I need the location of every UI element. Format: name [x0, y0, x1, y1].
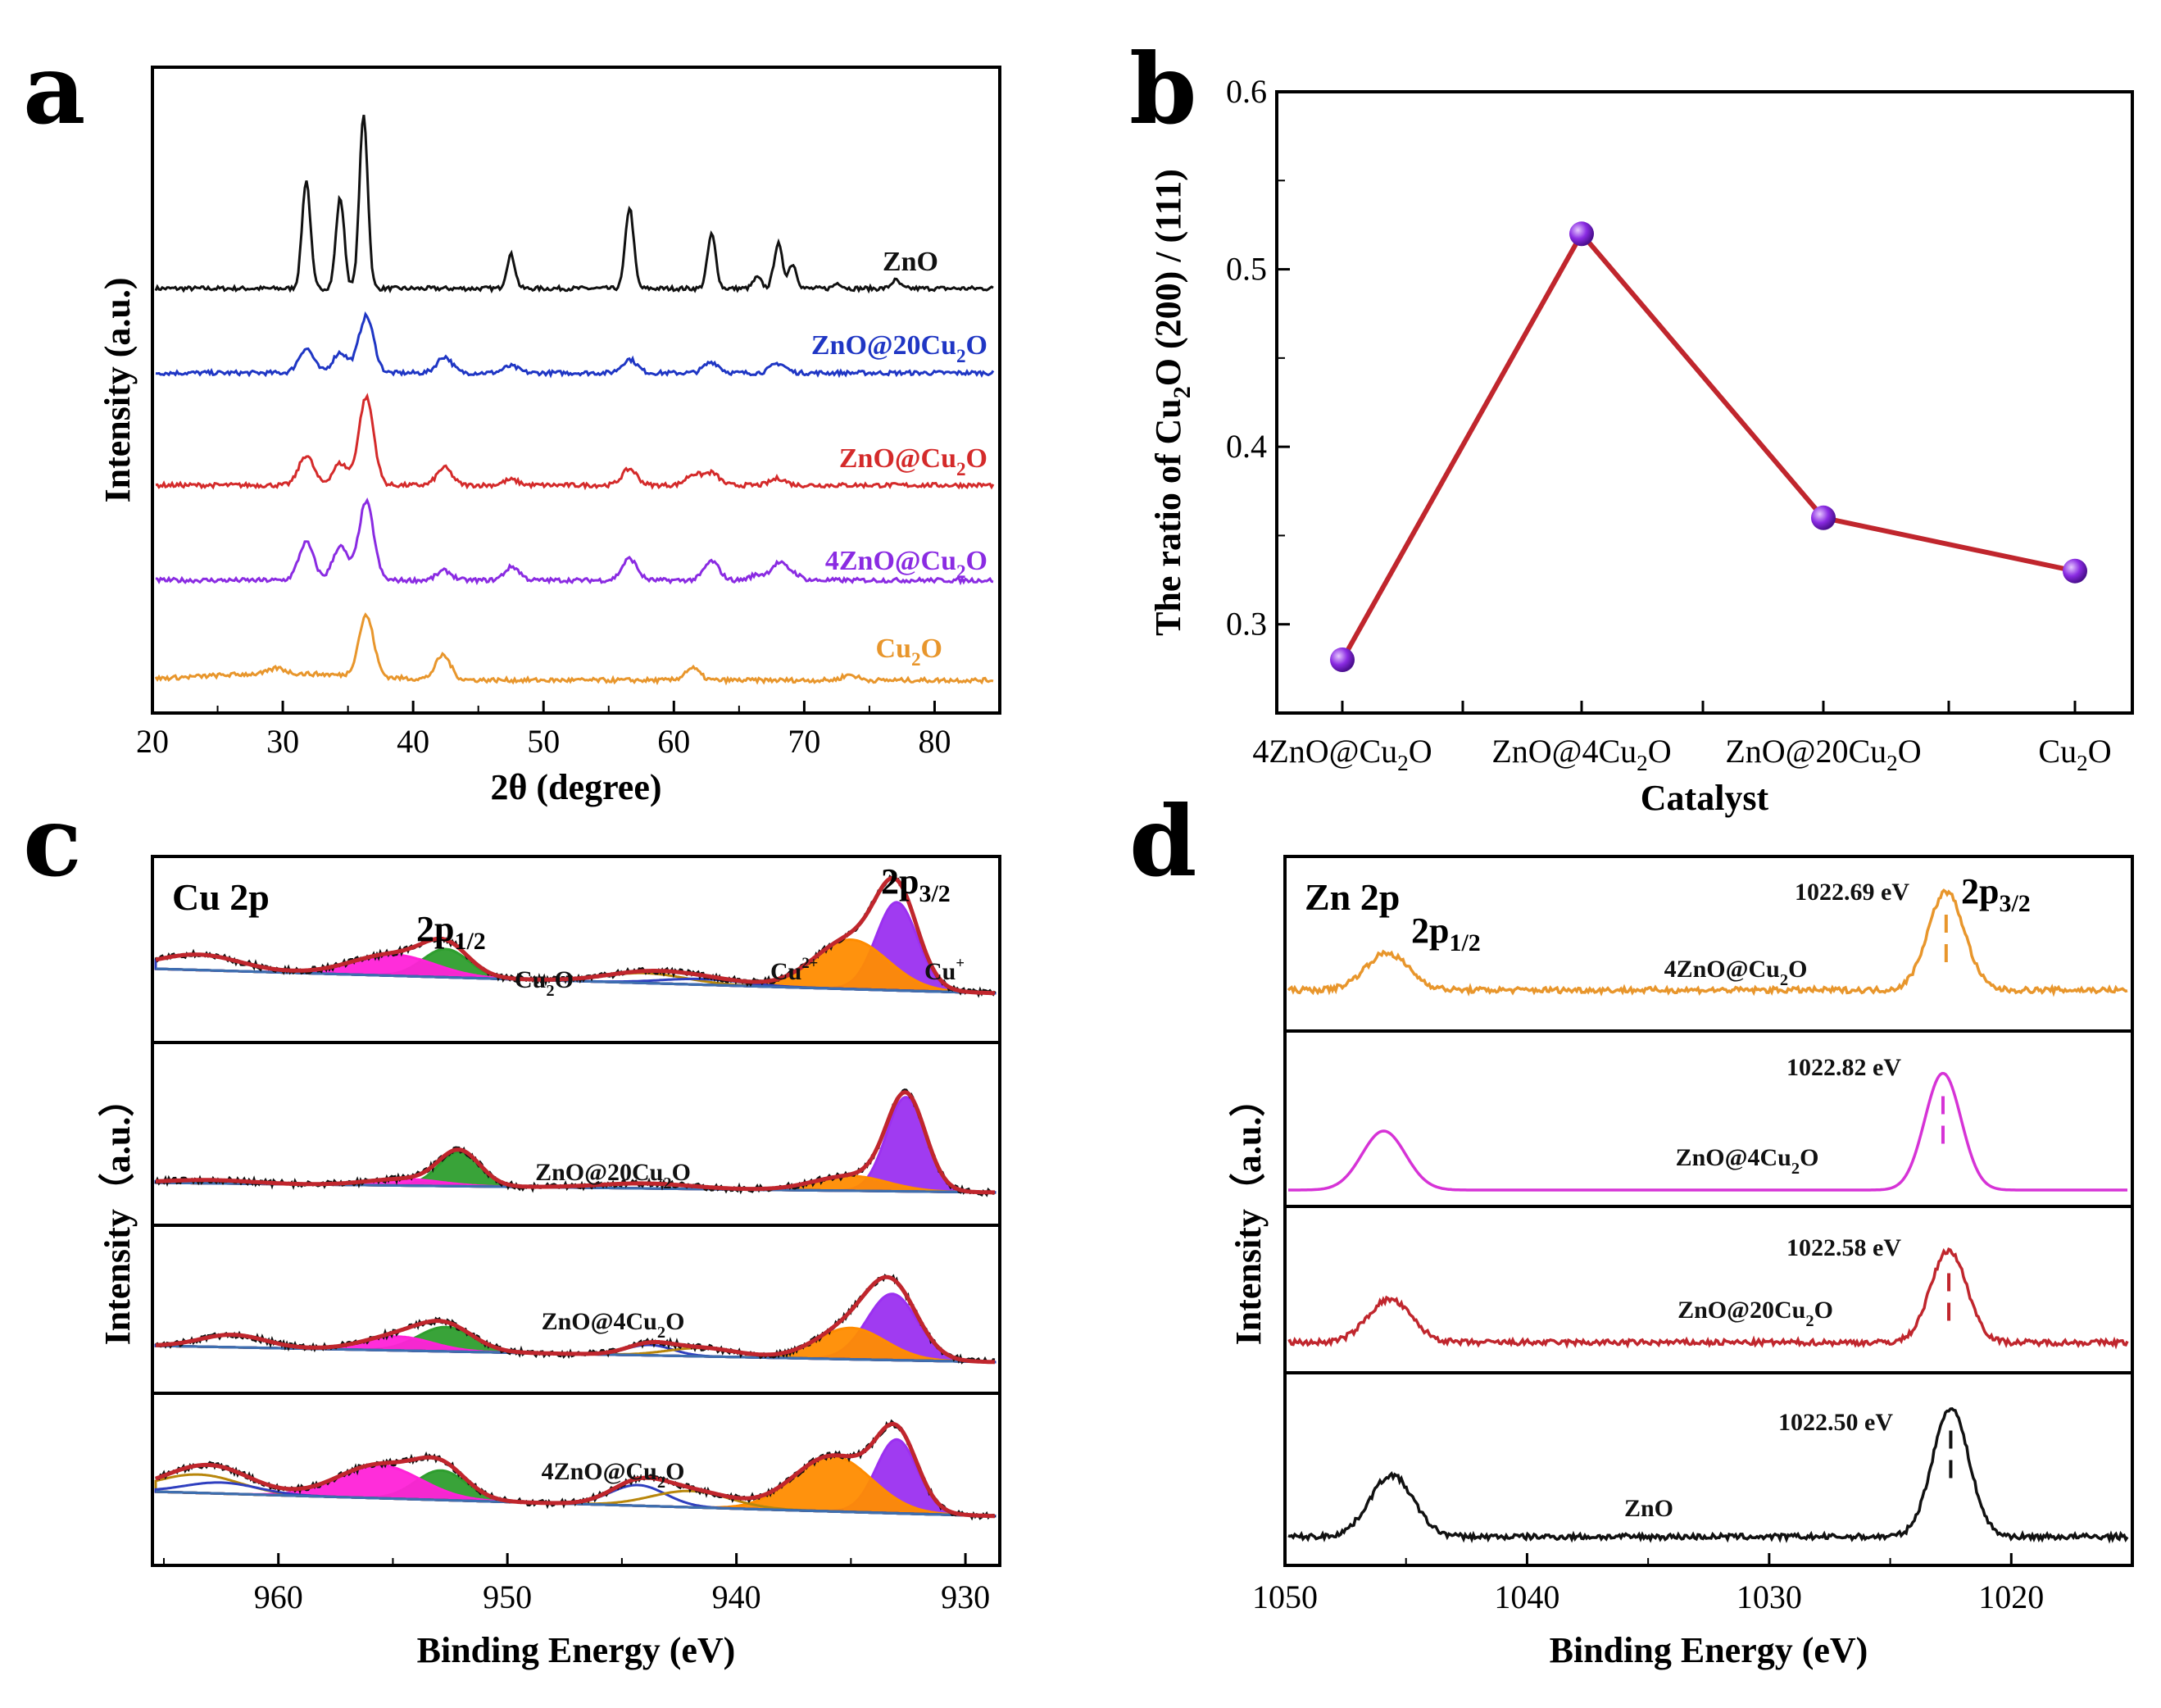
panel-c-frame	[151, 855, 1001, 1567]
xrd-series-label: ZnO@Cu2O	[839, 443, 987, 480]
series-label: ZnO@4Cu2O	[542, 1308, 685, 1342]
panel-c-cu2p-chart: ZnO@20Cu2O ZnO@4Cu2O 4ZnO@Cu2O 2p1/2 2p3/2 Cu…	[98, 855, 1001, 1670]
peak-label-2p12: 2p1/2	[1411, 911, 1481, 956]
peak-energy-label: 1022.82 eV	[1786, 1054, 1901, 1081]
zn2p-spectrum	[1287, 1247, 2129, 1350]
x-tick-label: 70	[788, 723, 820, 760]
peak-label-2p32: 2p3/2	[881, 861, 951, 907]
zn2p-spectrum	[1287, 888, 2128, 997]
panel-d-title: Zn 2p	[1305, 876, 1400, 918]
x-tick-label: 20	[136, 723, 169, 760]
xrd-series-line	[155, 311, 995, 379]
series-label: 4ZnO@Cu2O	[542, 1458, 685, 1492]
peak-label-cu2o: Cu2O	[515, 966, 574, 1000]
x-tick-label: 50	[527, 723, 560, 760]
x-tick-label: 40	[397, 723, 429, 760]
fit-envelope	[155, 1421, 995, 1519]
panel-label-a: a	[23, 32, 85, 146]
ratio-point	[1811, 505, 1836, 530]
x-tick-label: 1050	[1252, 1579, 1318, 1615]
x-tick-label: 1040	[1494, 1579, 1559, 1615]
panel-a-xlabel: 2θ (degree)	[490, 767, 661, 807]
panel-a-frame	[151, 66, 1001, 715]
peak-energy-label: 1022.69 eV	[1795, 879, 1909, 906]
xrd-series-label: ZnO	[883, 247, 938, 277]
xrd-series-label: 4ZnO@Cu2O	[825, 546, 987, 583]
peak-label-cu2plus: Cu2+	[770, 955, 818, 985]
zn2p-spectrum	[1288, 1071, 2127, 1192]
ratio-line	[1340, 229, 2076, 661]
panel-b-ylabel: The ratio of Cu2O (200) / (111)	[1148, 169, 1196, 636]
peak-energy-label: 1022.50 eV	[1778, 1409, 1893, 1436]
xrd-series-label: Cu2O	[876, 634, 942, 670]
category-label: ZnO@4Cu2O	[1491, 733, 1671, 775]
panel-a-xrd-chart: ZnO ZnO@20Cu2O ZnO@Cu2O 4ZnO@Cu2O Cu2O 20 30 4…	[98, 66, 1001, 807]
x-tick-label: 30	[266, 723, 299, 760]
panel-c-ylabel: Intensity（a.u.）	[98, 1081, 138, 1346]
ratio-point	[1330, 647, 1355, 672]
series-label: ZnO	[1624, 1495, 1673, 1522]
panel-c-xlabel: Binding Energy (eV)	[417, 1630, 736, 1670]
ratio-point	[1569, 221, 1594, 247]
category-label: ZnO@20Cu2O	[1725, 733, 1921, 775]
category-label: 4ZnO@Cu2O	[1252, 733, 1432, 775]
fit-component	[154, 938, 997, 995]
xrd-series-line	[155, 393, 995, 491]
panel-d-xlabel: Binding Energy (eV)	[1550, 1630, 1868, 1670]
fit-envelope	[155, 875, 996, 996]
zn2p-spectrum	[1287, 1406, 2129, 1544]
panel-d-frame	[1283, 855, 2134, 1567]
panel-b-ratio-chart: 0.3 0.4 0.5 0.6 4ZnO@Cu2O ZnO@4Cu2O ZnO@20Cu2O…	[1148, 73, 2134, 818]
ratio-point	[2063, 558, 2087, 584]
xrd-series-line	[154, 114, 994, 294]
peak-energy-label: 1022.58 eV	[1786, 1234, 1901, 1261]
xrd-series-label: ZnO@20Cu2O	[811, 330, 987, 367]
fit-envelope	[155, 1274, 996, 1365]
x-tick-label: 960	[254, 1579, 303, 1615]
fit-envelope	[156, 1090, 995, 1195]
x-tick-label: 60	[657, 723, 690, 760]
xrd-series-line	[155, 497, 994, 586]
series-label: ZnO@20Cu2O	[1677, 1297, 1833, 1330]
peak-label-2p12: 2p1/2	[416, 909, 486, 955]
panel-a-ylabel: Intensity (a.u.)	[98, 277, 138, 502]
series-label: ZnO@4Cu2O	[1676, 1144, 1819, 1178]
x-tick-label: 930	[941, 1579, 990, 1615]
panel-d-zn2p-chart: 4ZnO@Cu2O 1022.69 eV ZnO@4Cu2O 1022.82 eV Zn…	[1228, 855, 2134, 1670]
peak-label-2p32: 2p3/2	[1961, 871, 2031, 917]
peak-label-cuplus: Cu+	[924, 955, 965, 985]
panel-label-c: c	[23, 784, 82, 898]
y-tick-label: 0.3	[1226, 606, 1267, 643]
panel-label-d: d	[1129, 784, 1197, 898]
x-tick-label: 1030	[1737, 1579, 1802, 1615]
category-label: Cu2O	[2038, 733, 2111, 775]
x-tick-label: 950	[483, 1579, 532, 1615]
background-line	[155, 967, 996, 995]
series-label: 4ZnO@Cu2O	[1664, 956, 1808, 989]
series-label: ZnO@20Cu2O	[535, 1159, 691, 1192]
panel-b-frame	[1275, 90, 2134, 715]
panel-c-title: Cu 2p	[172, 876, 270, 918]
xrd-series-line	[154, 612, 994, 686]
panel-b-xlabel: Catalyst	[1641, 778, 1769, 818]
x-tick-label: 80	[918, 723, 951, 760]
panel-d-ylabel: Intensity（a.u.）	[1228, 1081, 1269, 1346]
panel-label-b: b	[1129, 32, 1197, 146]
x-tick-label: 940	[712, 1579, 761, 1615]
y-tick-label: 0.5	[1226, 251, 1267, 288]
y-tick-label: 0.4	[1226, 428, 1267, 465]
y-tick-label: 0.6	[1226, 73, 1267, 110]
x-tick-label: 1020	[1978, 1579, 2044, 1615]
